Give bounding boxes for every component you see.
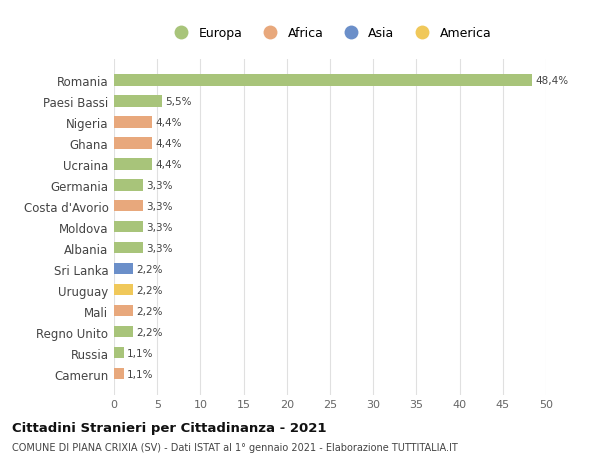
Bar: [114, 347, 124, 358]
Bar: [114, 75, 532, 86]
Text: 5,5%: 5,5%: [165, 96, 191, 106]
Text: 2,2%: 2,2%: [136, 327, 163, 337]
Bar: [114, 221, 143, 233]
Text: 3,3%: 3,3%: [146, 222, 172, 232]
Text: 1,1%: 1,1%: [127, 369, 154, 379]
Bar: [114, 326, 133, 338]
Bar: [114, 179, 143, 191]
Bar: [114, 368, 124, 380]
Text: COMUNE DI PIANA CRIXIA (SV) - Dati ISTAT al 1° gennaio 2021 - Elaborazione TUTTI: COMUNE DI PIANA CRIXIA (SV) - Dati ISTAT…: [12, 442, 458, 452]
Text: 2,2%: 2,2%: [136, 285, 163, 295]
Text: 3,3%: 3,3%: [146, 243, 172, 253]
Text: 4,4%: 4,4%: [155, 159, 182, 169]
Text: 3,3%: 3,3%: [146, 180, 172, 190]
Text: Cittadini Stranieri per Cittadinanza - 2021: Cittadini Stranieri per Cittadinanza - 2…: [12, 421, 326, 434]
Text: 48,4%: 48,4%: [536, 76, 569, 86]
Bar: [114, 263, 133, 275]
Bar: [114, 159, 152, 170]
Legend: Europa, Africa, Asia, America: Europa, Africa, Asia, America: [164, 22, 496, 45]
Text: 2,2%: 2,2%: [136, 264, 163, 274]
Text: 4,4%: 4,4%: [155, 139, 182, 148]
Text: 4,4%: 4,4%: [155, 118, 182, 128]
Bar: [114, 242, 143, 254]
Bar: [114, 284, 133, 296]
Text: 2,2%: 2,2%: [136, 306, 163, 316]
Bar: [114, 201, 143, 212]
Bar: [114, 138, 152, 149]
Bar: [114, 117, 152, 128]
Bar: [114, 96, 161, 107]
Text: 3,3%: 3,3%: [146, 202, 172, 211]
Text: 1,1%: 1,1%: [127, 348, 154, 358]
Bar: [114, 305, 133, 317]
